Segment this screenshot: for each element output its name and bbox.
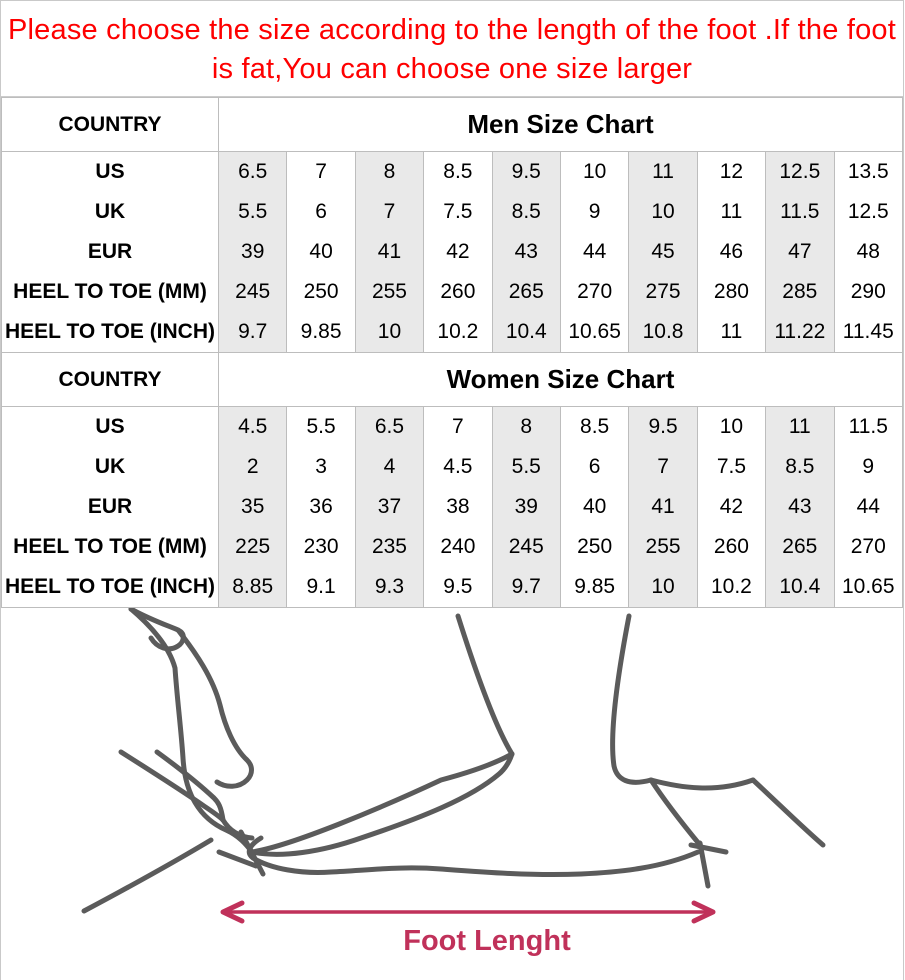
svg-text:Foot Lenght: Foot Lenght — [403, 925, 571, 957]
